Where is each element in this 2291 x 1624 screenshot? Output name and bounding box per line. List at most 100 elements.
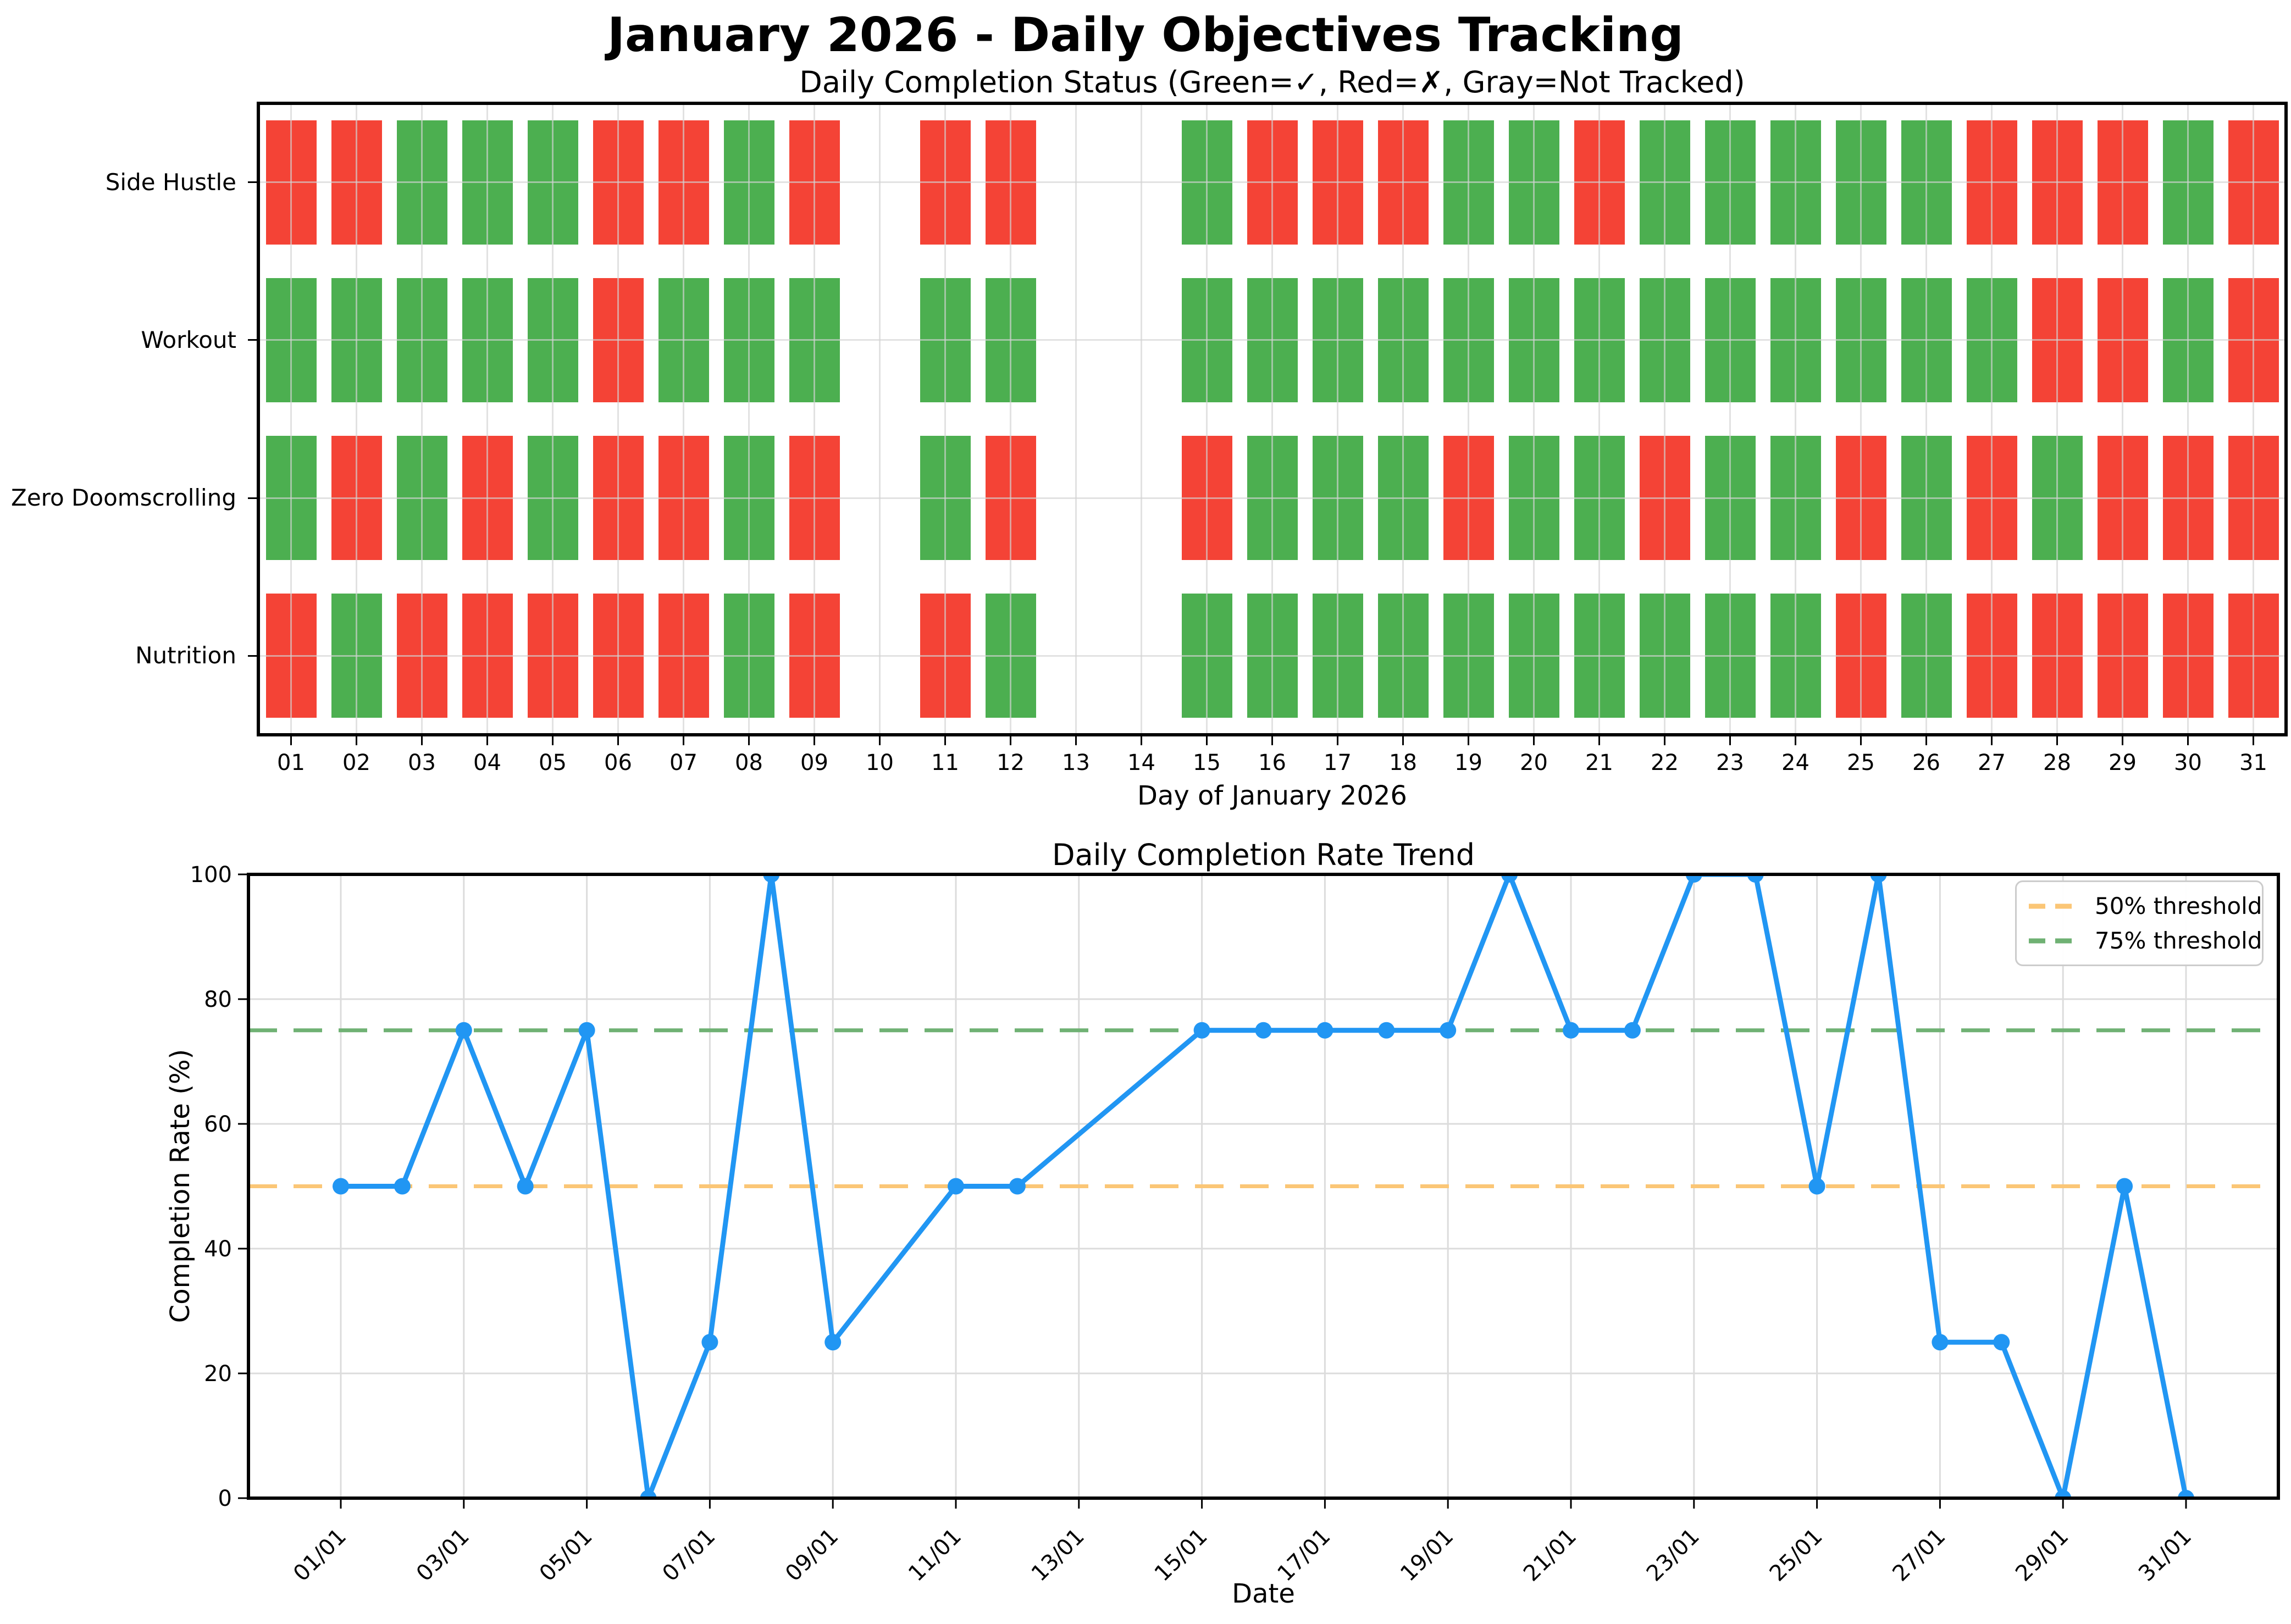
- completion-rate-line: [338, 874, 2189, 1498]
- x-tick-mark: [1402, 736, 1404, 745]
- x-tick-mark: [290, 736, 292, 745]
- x-tick-mark: [2056, 736, 2058, 745]
- x-tick-mark: [1337, 736, 1338, 745]
- data-point-marker: [1993, 1334, 2010, 1351]
- data-point-marker: [1255, 1022, 1272, 1039]
- grid-line-vertical: [944, 103, 946, 735]
- x-tick-mark: [748, 736, 750, 745]
- row-label: Zero Doomscrolling: [11, 484, 236, 512]
- grid-line-vertical: [1925, 103, 1927, 735]
- x-tick-label: 24: [1781, 750, 1809, 775]
- x-tick-label: 13/01: [1027, 1524, 1089, 1587]
- x-tick-mark: [1075, 736, 1077, 745]
- bottom-chart-ylabel: Completion Rate (%): [165, 1049, 196, 1323]
- data-point-marker: [1501, 874, 1518, 883]
- x-tick-label: 01/01: [289, 1524, 351, 1587]
- legend: 50% threshold 75% threshold: [2015, 880, 2264, 966]
- x-tick-label: 27/01: [1888, 1524, 1950, 1587]
- x-tick-label: 08: [735, 750, 763, 775]
- data-point-marker: [578, 1022, 595, 1039]
- x-tick-label: 29/01: [2011, 1524, 2073, 1587]
- top-chart-xlabel: Day of January 2026: [1137, 780, 1407, 811]
- grid-line-vertical: [2187, 103, 2189, 735]
- x-tick-label: 03/01: [412, 1524, 474, 1587]
- y-tick-mark: [248, 655, 257, 657]
- data-point-marker: [824, 1334, 842, 1351]
- x-tick-mark: [1664, 736, 1665, 745]
- grid-line-vertical: [1795, 103, 1796, 735]
- data-point-marker: [1685, 874, 1702, 883]
- x-tick-mark: [1795, 736, 1796, 745]
- data-point-marker: [394, 1178, 411, 1195]
- x-tick-label: 31: [2239, 750, 2267, 775]
- data-point-marker: [2055, 1490, 2072, 1498]
- data-point-marker: [763, 874, 780, 883]
- grid-line-vertical: [683, 103, 684, 735]
- data-point-marker: [1563, 1022, 1579, 1039]
- x-tick-label: 13: [1062, 750, 1090, 775]
- x-tick-label: 23: [1716, 750, 1744, 775]
- bottom-chart-title: Daily Completion Rate Trend: [1052, 838, 1475, 872]
- x-tick-label: 03: [408, 750, 436, 775]
- grid-line-vertical: [2253, 103, 2254, 735]
- x-tick-label: 19/01: [1396, 1524, 1458, 1587]
- x-tick-label: 05/01: [535, 1524, 597, 1587]
- x-tick-label: 09: [800, 750, 828, 775]
- data-point-marker: [2178, 1490, 2194, 1498]
- x-tick-label: 17: [1324, 750, 1352, 775]
- data-point-marker: [640, 1490, 657, 1498]
- x-tick-mark: [683, 736, 684, 745]
- x-tick-label: 18: [1389, 750, 1417, 775]
- grid-line-horizontal: [258, 497, 2286, 499]
- x-tick-label: 05: [539, 750, 567, 775]
- grid-line-horizontal: [258, 181, 2286, 184]
- x-tick-mark: [2253, 736, 2254, 745]
- x-tick-mark: [1860, 736, 1862, 745]
- y-tick-mark: [248, 497, 257, 499]
- grid-line-vertical: [814, 103, 815, 735]
- grid-line-vertical: [617, 103, 619, 735]
- x-tick-mark: [814, 736, 815, 745]
- x-tick-mark: [1141, 736, 1142, 745]
- data-point-marker: [1009, 1178, 1026, 1195]
- top-chart-title: Daily Completion Status (Green=✓, Red=✗,…: [799, 65, 1745, 99]
- data-point-marker: [2116, 1178, 2133, 1195]
- data-point-marker: [333, 1178, 349, 1195]
- x-tick-mark: [879, 736, 881, 745]
- x-tick-mark: [1468, 736, 1469, 745]
- x-tick-mark: [1206, 736, 1208, 745]
- grid-line-vertical: [552, 103, 554, 735]
- x-tick-mark: [486, 736, 488, 745]
- row-label: Side Hustle: [105, 168, 236, 196]
- y-tick-label: 60: [204, 1112, 232, 1137]
- x-tick-mark: [617, 736, 619, 745]
- x-tick-label: 28: [2043, 750, 2071, 775]
- y-tick-label: 100: [190, 862, 232, 888]
- grid-line-vertical: [2122, 103, 2123, 735]
- grid-line-vertical: [1991, 103, 1993, 735]
- x-tick-label: 04: [473, 750, 501, 775]
- x-tick-mark: [1533, 736, 1535, 745]
- x-tick-mark: [1925, 736, 1927, 745]
- x-tick-mark: [1729, 736, 1731, 745]
- x-tick-label: 07/01: [657, 1524, 720, 1587]
- x-tick-label: 26: [1912, 750, 1940, 775]
- grid-line-vertical: [1010, 103, 1011, 735]
- x-tick-label: 02: [342, 750, 370, 775]
- grid-line-vertical: [1533, 103, 1535, 735]
- bottom-chart-xlabel: Date: [1232, 1578, 1295, 1609]
- x-tick-label: 15: [1193, 750, 1221, 775]
- x-tick-label: 12: [997, 750, 1025, 775]
- x-tick-label: 07: [669, 750, 698, 775]
- grid-line-vertical: [421, 103, 423, 735]
- legend-item-50: 50% threshold: [2029, 893, 2262, 919]
- x-tick-label: 16: [1258, 750, 1286, 775]
- grid-line-vertical: [486, 103, 488, 735]
- x-tick-label: 19: [1454, 750, 1482, 775]
- data-point-marker: [1378, 1022, 1395, 1039]
- x-tick-label: 09/01: [781, 1524, 843, 1587]
- grid-line-vertical: [1598, 103, 1600, 735]
- data-point-marker: [517, 1178, 534, 1195]
